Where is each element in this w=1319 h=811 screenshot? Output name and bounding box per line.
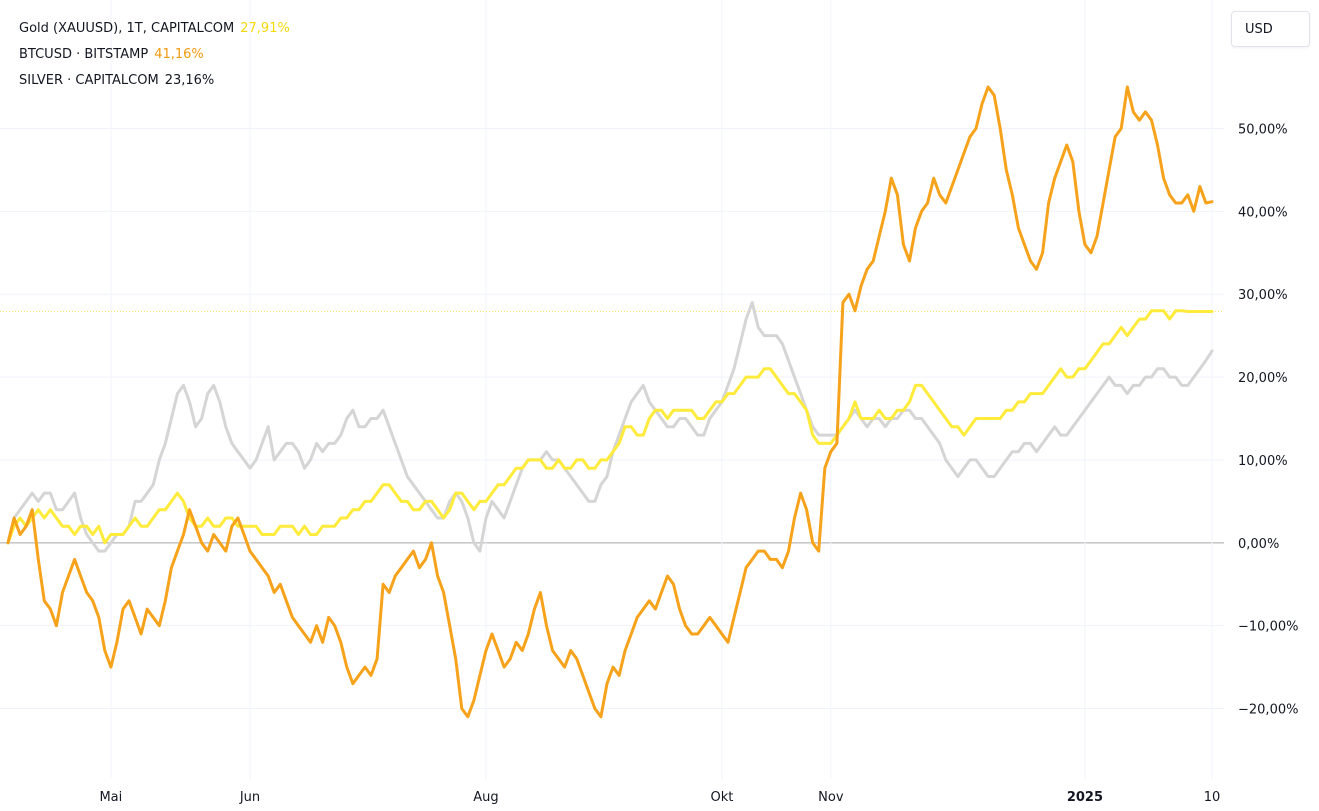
x-tick-label: Nov [818,790,844,805]
legend-row-btc[interactable]: BTCUSD · BITSTAMP 41,16% [19,42,290,68]
x-axis: Mai Jun Aug Okt Nov 2025 10 [99,790,1220,805]
y-tick-label: 0,00% [1238,537,1279,552]
legend-row-gold[interactable]: Gold (XAUUSD), 1T, CAPITALCOM 27,91% [19,16,290,42]
silver-series-line[interactable] [6,301,1214,553]
x-tick-label: Okt [710,790,733,805]
legend-label-btc: BTCUSD · BITSTAMP [19,47,149,62]
btc-series-line[interactable] [6,85,1214,719]
y-tick-label: 10,00% [1238,454,1288,469]
y-tick-label: −20,00% [1238,703,1298,718]
y-tick-label: 20,00% [1238,371,1288,386]
y-axis: 50,00% 40,00% 30,00% 20,00% 10,00% 0,00% −10,0… [1238,122,1298,717]
x-tick-label: 10 [1204,790,1221,805]
x-tick-label: Mai [99,790,122,805]
legend-label-silver: SILVER · CAPITALCOM [19,73,159,88]
y-tick-label: −10,00% [1238,620,1298,635]
legend-value-gold: 27,91% [240,21,290,36]
chart-series [6,85,1214,719]
gold-series-line[interactable] [6,309,1214,545]
currency-button[interactable]: USD [1231,11,1310,47]
x-tick-label: 2025 [1067,790,1103,805]
legend-value-silver: 23,16% [164,73,215,88]
y-tick-label: 40,00% [1238,205,1288,220]
y-tick-label: 50,00% [1238,122,1288,137]
legend-row-silver[interactable]: SILVER · CAPITALCOM 23,16% [19,68,290,94]
x-tick-label: Jun [239,790,260,805]
legend-value-btc: 41,16% [154,47,204,62]
y-tick-label: 30,00% [1238,288,1288,303]
chart-legend: Gold (XAUUSD), 1T, CAPITALCOM 27,91% BTCU… [19,16,290,94]
x-tick-label: Aug [473,790,498,805]
legend-label-gold: Gold (XAUUSD), 1T, CAPITALCOM [19,21,235,36]
